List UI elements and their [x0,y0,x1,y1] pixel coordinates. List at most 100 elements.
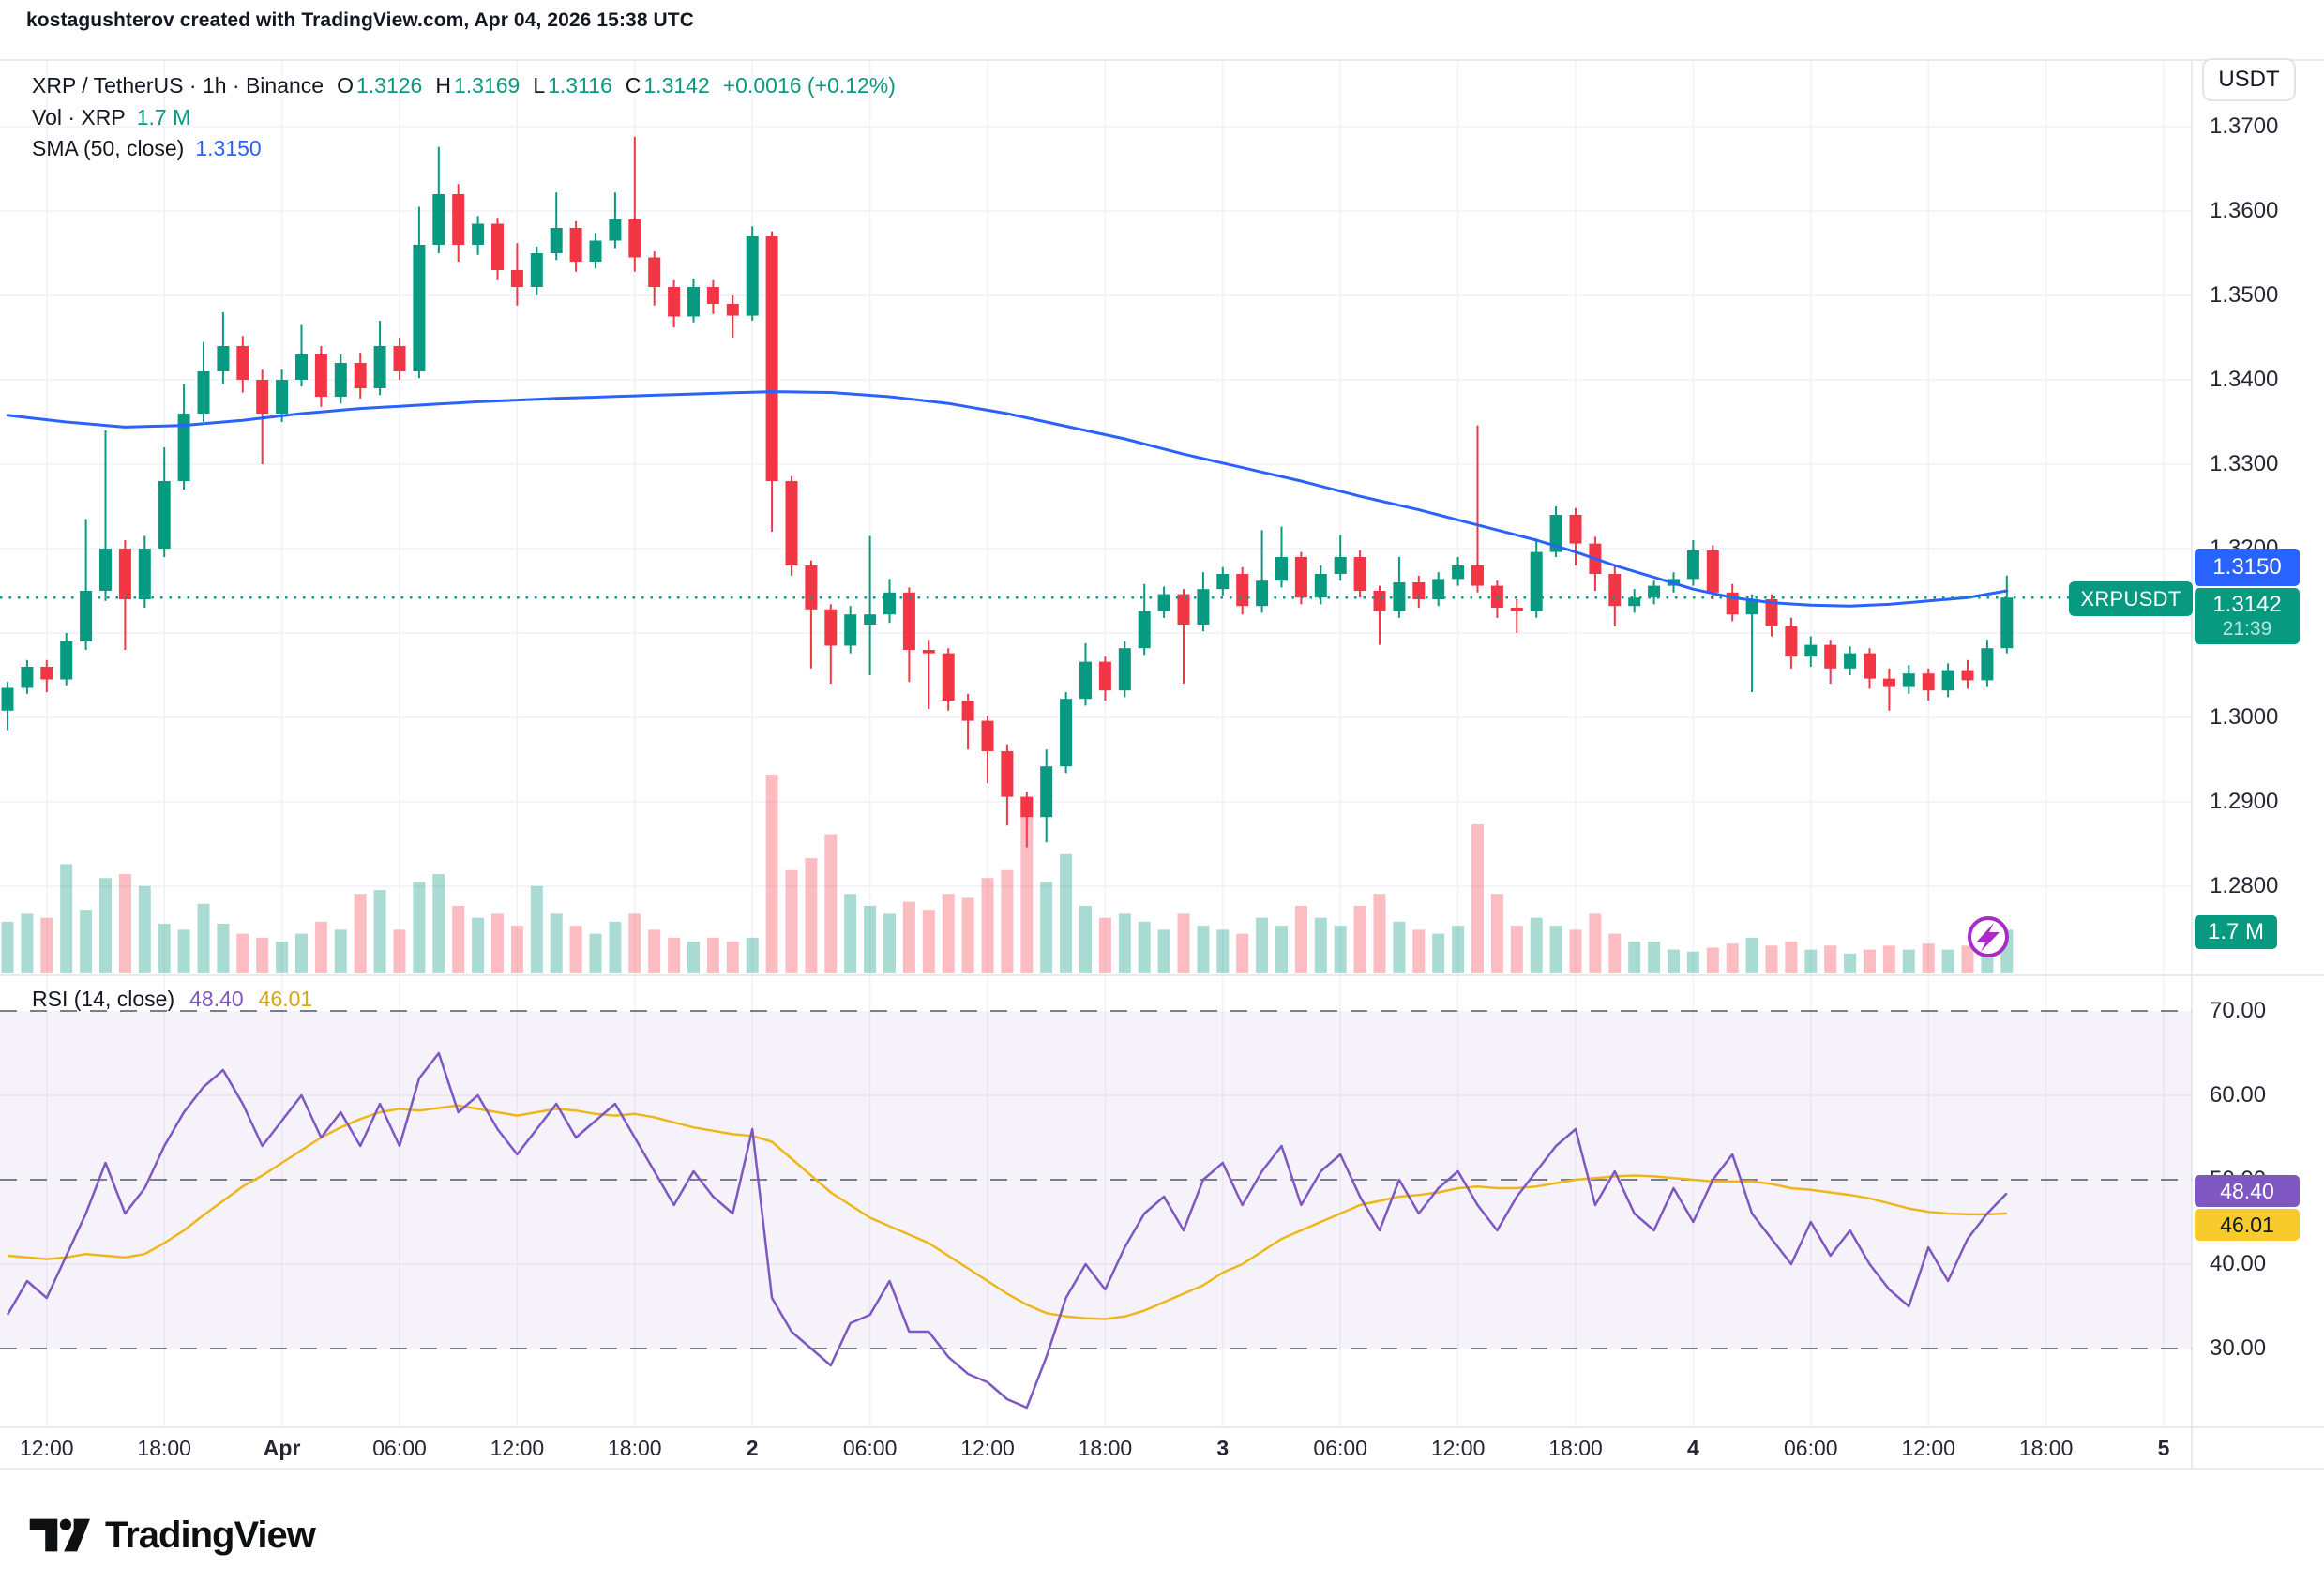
volume-bar [510,926,523,973]
volume-bar [295,933,308,973]
volume-bar [1118,913,1131,973]
volume-bar [1686,951,1699,973]
candle-body [981,720,994,751]
volume-bar [276,942,289,973]
candle-body [1138,611,1151,649]
candle-body [1549,515,1562,552]
candle-body [1020,796,1034,818]
rsi-ma-badge: 46.01 [2195,1209,2300,1241]
volume-bar [1510,926,1523,973]
sma-price-badge: 1.3150 [2195,549,2300,586]
rsi-value: 48.40 [189,987,244,1011]
volume-bar [1745,937,1758,973]
volume-legend[interactable]: Vol · XRP 1.7 M [32,105,190,130]
volume-bar [1040,882,1053,973]
high-value: 1.3169 [453,73,521,98]
close-label: C [625,73,641,98]
candle-body [1882,678,1895,687]
volume-bar [589,933,602,973]
rsi-polyline [6,1051,2008,1410]
volume-bar [844,894,857,973]
volume-bar [1882,945,1895,973]
volume-bar [432,874,445,973]
volume-bar [1824,945,1837,973]
sma-legend[interactable]: SMA (50, close) 1.3150 [32,136,262,161]
candle-body [864,614,877,625]
symbol-title: XRP / TetherUS · 1h · Binance [32,73,324,98]
rsi-legend[interactable]: RSI (14, close) 48.40 46.01 [32,987,312,1012]
volume-bar [1452,926,1465,973]
last-price-value: 1.3142 [2212,592,2282,617]
candle-body [373,346,386,388]
candle-body [687,287,700,317]
volume-bar [217,924,230,973]
candle-body [118,549,131,599]
volume-bar [40,917,53,973]
boost-button[interactable] [1968,916,2009,957]
time-tick-label: 4 [1686,1436,1699,1460]
volume-bar [1236,933,1249,973]
volume-bar [1844,953,1857,973]
time-tick-label: 18:00 [1078,1436,1133,1460]
candle-body [510,270,523,287]
volume-bar [726,942,739,973]
candle-body [1157,594,1170,611]
volume-bar [1,921,14,973]
volume-bar [1001,869,1014,973]
candle-body [1275,557,1288,581]
currency-button[interactable]: USDT [2202,58,2296,101]
volume-bar [1902,949,1915,973]
time-tick-label: 3 [1216,1436,1230,1460]
volume-bar [530,885,543,973]
volume-bar [1334,926,1347,973]
volume-bar [1726,943,1739,973]
candle-body [138,549,151,599]
volume-bar [864,905,877,973]
open-label: O [337,73,354,98]
price-tick-label: 1.3000 [2210,704,2279,730]
time-tick-label: 06:00 [1313,1436,1367,1460]
time-tick-label: 18:00 [2018,1436,2074,1460]
candle-body [1961,670,1974,681]
volume-bar [668,937,681,973]
candle-body [1294,557,1307,598]
candle-body [1040,766,1053,818]
volume-bar [687,942,700,973]
volume-bar [1373,894,1386,973]
candle-body [21,667,34,688]
candle-body [1098,661,1111,691]
time-tick-label: 12:00 [490,1436,545,1460]
sma-value: 1.3150 [195,136,262,160]
volume-bar [197,903,210,973]
candle-body [609,219,622,241]
rsi-tick-label: 30.00 [2210,1335,2267,1361]
volume-bar [118,874,131,973]
time-tick-label: 18:00 [608,1436,662,1460]
candle-body [80,591,93,641]
candle-body [765,236,778,481]
candle-body [1824,644,1837,669]
candles[interactable] [1,136,2014,848]
candle-body [60,641,73,680]
volume-bar [413,882,426,973]
candle-body [491,223,504,270]
candle-body [256,380,269,414]
candle-body [1628,597,1641,607]
volume-bar [1608,933,1622,973]
volume-bar [491,913,504,973]
volume-bar [1256,917,1269,973]
time-tick-label: 06:00 [1784,1436,1838,1460]
symbol-price-label: XRPUSDT [2069,581,2193,616]
tradingview-logo[interactable]: TradingView [28,1514,316,1557]
candle-body [844,614,857,646]
price-tick-label: 1.3500 [2210,282,2279,308]
volume-bar [1706,947,1719,973]
sma-line [6,390,2009,608]
candle-body [1,687,14,711]
volume-bar [1549,926,1562,973]
volume-bar [1098,917,1111,973]
volume-bar [1079,905,1092,973]
volume-bar [472,917,485,973]
